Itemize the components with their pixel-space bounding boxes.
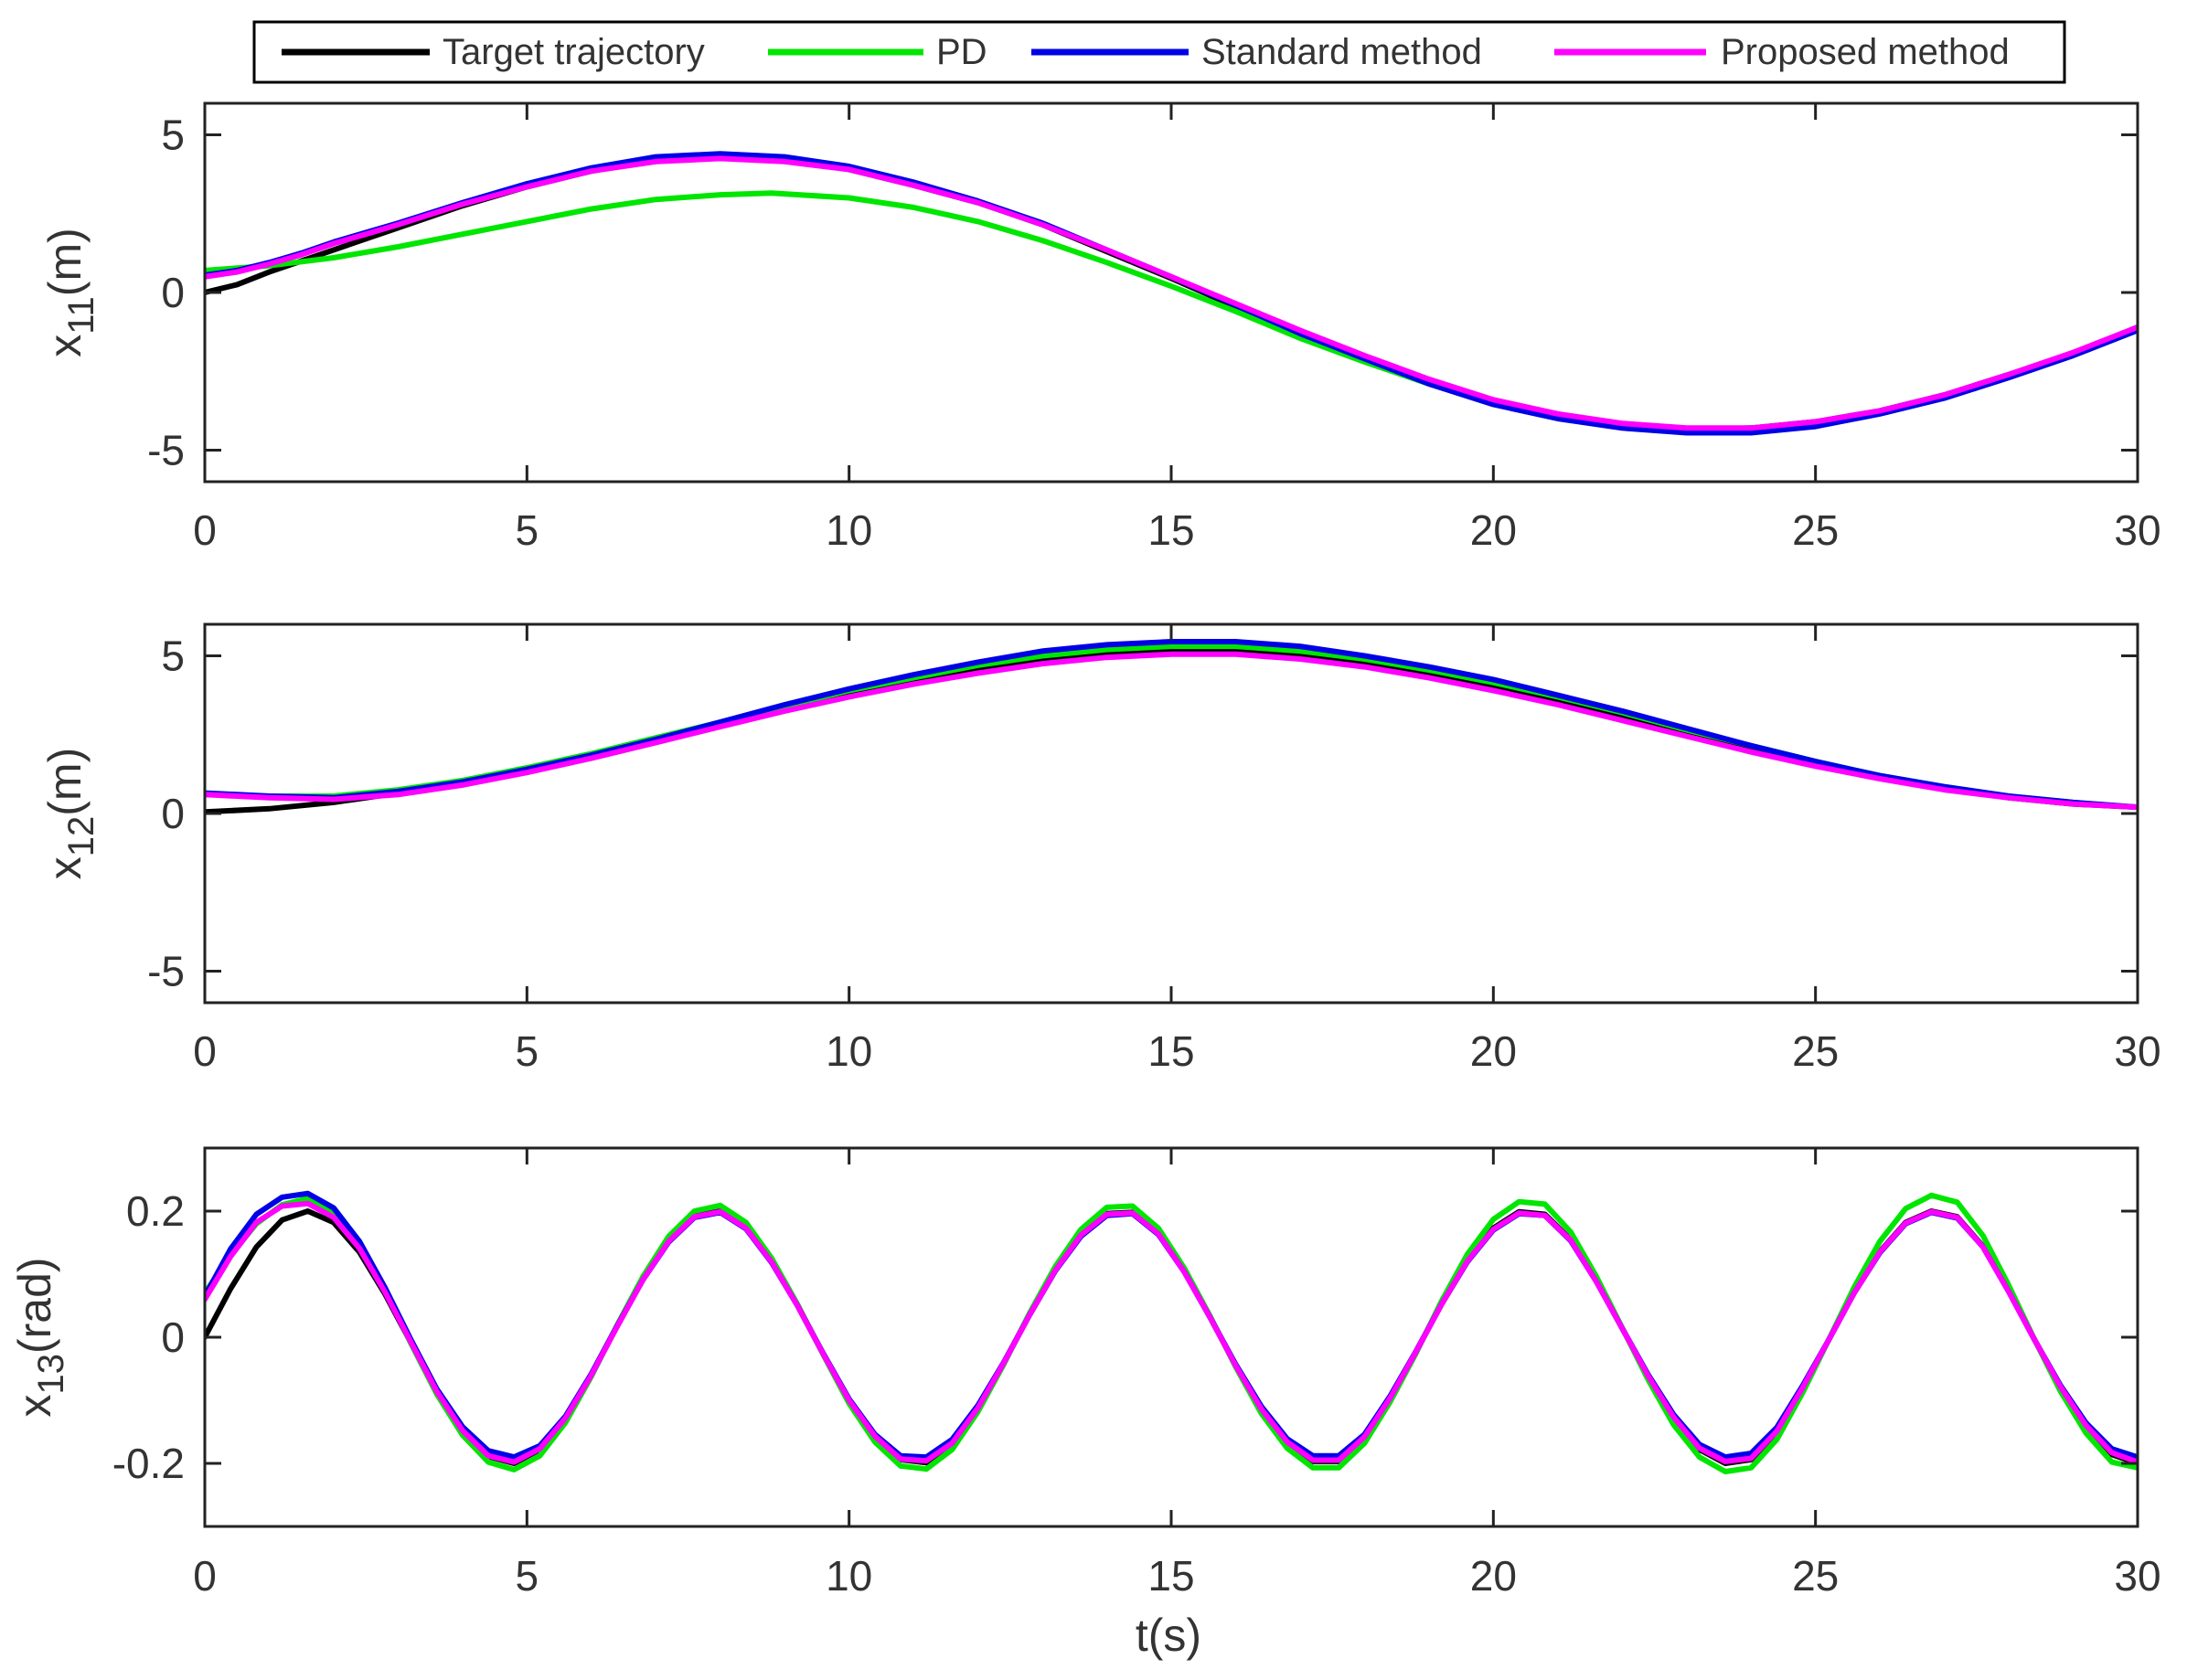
y-axis-label-subscript: 13 xyxy=(31,1354,71,1395)
x-tick-label: 25 xyxy=(1792,1027,1839,1075)
x-tick-label: 10 xyxy=(826,506,872,554)
x-tick-label: 0 xyxy=(193,1552,217,1600)
x-tick-label: 5 xyxy=(516,1552,539,1600)
y-axis-label-base: x xyxy=(39,856,91,879)
series-line-standard-method xyxy=(205,639,2138,811)
y-axis-label-subscript: 12 xyxy=(61,816,101,857)
y-axis-label: x13(rad) xyxy=(9,1257,71,1417)
x-tick-label: 15 xyxy=(1147,1027,1194,1075)
x-tick-label: 20 xyxy=(1470,1552,1517,1600)
y-tick-label: -0.2 xyxy=(112,1440,185,1487)
legend-label-target-trajectory: Target trajectory xyxy=(443,32,705,72)
x-tick-label: 30 xyxy=(2114,1027,2160,1075)
y-tick-label: -5 xyxy=(147,948,185,995)
x-tick-label: 30 xyxy=(2114,1552,2160,1600)
series-group xyxy=(205,151,2138,436)
y-axis-label-base: x xyxy=(9,1395,60,1418)
series-group xyxy=(205,1190,2138,1474)
y-axis-label-unit: (rad) xyxy=(9,1257,60,1354)
y-tick-label: 0 xyxy=(161,1313,185,1361)
x-tick-label: 25 xyxy=(1792,1552,1839,1600)
legend-label-standard-method: Standard method xyxy=(1201,32,1482,72)
x-axis-label: t(s) xyxy=(1136,1610,1201,1661)
y-axis-label-subscript: 11 xyxy=(61,296,101,335)
series-line-proposed-method xyxy=(205,155,2138,431)
x-tick-label: 0 xyxy=(193,506,217,554)
y-axis-label-base: x xyxy=(39,335,91,357)
legend-label-proposed-method: Proposed method xyxy=(1721,32,2010,72)
x-tick-label: 15 xyxy=(1147,1552,1194,1600)
legend: Target trajectory PD Standard method Pro… xyxy=(252,20,2066,84)
y-axis-label: x11(m) xyxy=(39,228,101,356)
x-tick-label: 25 xyxy=(1792,506,1839,554)
y-tick-label: 0.2 xyxy=(126,1187,185,1235)
y-tick-label: 5 xyxy=(161,112,185,159)
legend-label-pd: PD xyxy=(936,32,987,72)
x-tick-label: 30 xyxy=(2114,506,2160,554)
x-tick-label: 15 xyxy=(1147,506,1194,554)
series-line-proposed-method xyxy=(205,651,2138,811)
series-line-proposed-method xyxy=(205,1200,2138,1465)
x-tick-label: 5 xyxy=(516,506,539,554)
y-tick-label: 0 xyxy=(161,269,185,316)
y-axis-label-unit: (m) xyxy=(39,748,91,816)
x-tick-label: 10 xyxy=(826,1552,872,1600)
x-tick-label: 0 xyxy=(193,1027,217,1075)
y-axis-label-unit: (m) xyxy=(39,228,91,296)
x-tick-label: 5 xyxy=(516,1027,539,1075)
y-tick-label: 5 xyxy=(161,633,185,680)
y-axis-label: x12(m) xyxy=(39,748,101,879)
subplot-x13: 0 5 10 15 20 25 30 -0.2 0 0.2 x13(rad) xyxy=(9,1146,2161,1600)
y-tick-label: -5 xyxy=(147,427,185,474)
x-tick-label: 20 xyxy=(1470,506,1517,554)
x-tick-label: 10 xyxy=(826,1027,872,1075)
series-group xyxy=(205,639,2138,815)
x-tick-label: 20 xyxy=(1470,1027,1517,1075)
y-tick-label: 0 xyxy=(161,790,185,837)
